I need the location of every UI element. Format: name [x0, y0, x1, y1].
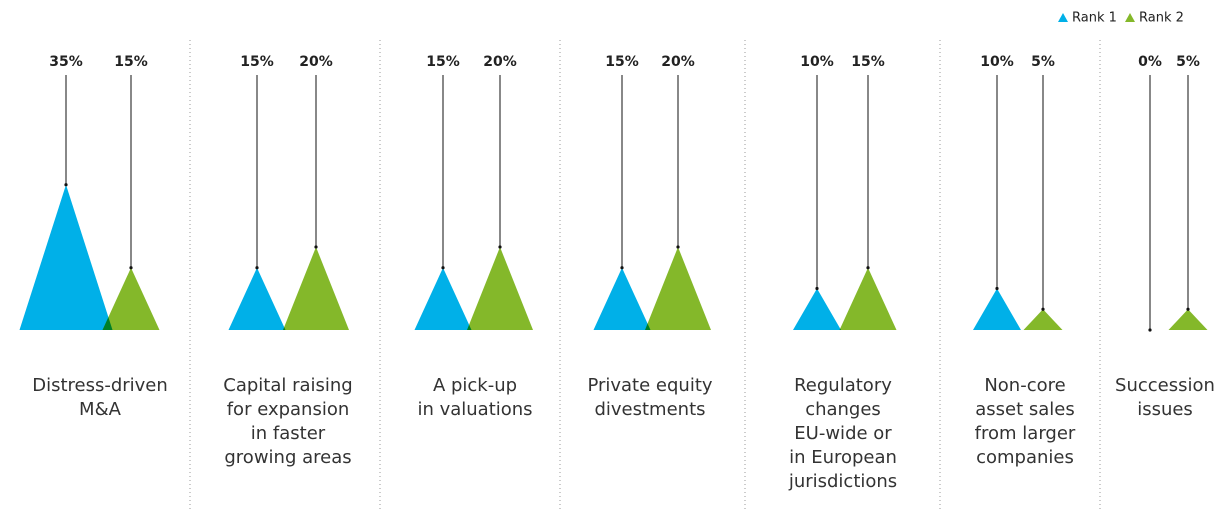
triangle: [839, 267, 897, 330]
category-label: EU-wide or: [794, 423, 892, 444]
apex-dot: [64, 183, 68, 187]
value-label: 10%: [980, 54, 1014, 70]
value-label: 20%: [483, 54, 517, 70]
triangle: [467, 247, 533, 330]
category-label: in faster: [251, 423, 326, 444]
value-label: 35%: [49, 54, 83, 70]
category-label: Regulatory: [794, 375, 892, 396]
legend-swatch: [1058, 13, 1068, 22]
category-label: A pick-up: [433, 375, 517, 396]
triangle: [414, 267, 472, 330]
legend-swatch: [1125, 13, 1135, 22]
apex-dot: [498, 245, 502, 249]
category-label: changes: [805, 399, 881, 420]
category-label: Distress-driven: [32, 375, 168, 396]
category-label: Non-core: [984, 375, 1065, 396]
apex-dot: [1186, 307, 1190, 311]
apex-dot: [441, 266, 445, 270]
category-label: companies: [976, 447, 1074, 468]
category-label: asset sales: [975, 399, 1075, 420]
category-label: M&A: [79, 399, 122, 420]
apex-dot: [129, 266, 133, 270]
value-label: 15%: [114, 54, 148, 70]
value-label: 15%: [240, 54, 274, 70]
value-label: 5%: [1031, 54, 1055, 70]
triangle: [228, 267, 286, 330]
category-label: Private equity: [587, 375, 712, 396]
triangle: [593, 267, 651, 330]
triangle: [102, 267, 160, 330]
value-label: 20%: [299, 54, 333, 70]
triangle: [645, 247, 711, 330]
apex-dot: [995, 286, 999, 291]
value-label: 20%: [661, 54, 695, 70]
apex-dot: [815, 286, 819, 291]
category-label: issues: [1137, 399, 1193, 420]
category-label: Succession: [1115, 375, 1215, 396]
value-label: 0%: [1138, 54, 1162, 70]
apex-dot: [620, 266, 624, 270]
category-label: in valuations: [417, 399, 532, 420]
apex-dot: [866, 266, 870, 270]
triangle: [1023, 309, 1063, 330]
triangle: [793, 288, 841, 330]
apex-dot: [255, 266, 259, 270]
triangle: [283, 247, 349, 330]
category-label: Capital raising: [223, 375, 352, 396]
triangle: [1168, 309, 1208, 330]
category-label: growing areas: [224, 447, 351, 468]
legend-label: Rank 2: [1139, 11, 1184, 26]
value-label: 15%: [426, 54, 460, 70]
apex-dot: [1041, 307, 1045, 311]
triangle: [973, 288, 1021, 330]
apex-dot: [1148, 328, 1152, 332]
legend-label: Rank 1: [1072, 11, 1117, 26]
value-label: 15%: [605, 54, 639, 70]
separators: [189, 40, 1101, 512]
category-label: from larger: [975, 423, 1076, 444]
category-label: for expansion: [227, 399, 350, 420]
apex-dot: [676, 245, 680, 249]
triangle: [19, 184, 113, 330]
apex-dot: [314, 245, 318, 249]
category-label: divestments: [594, 399, 705, 420]
value-label: 10%: [800, 54, 834, 70]
category-label: jurisdictions: [788, 471, 897, 492]
value-label: 15%: [851, 54, 885, 70]
category-label: in European: [789, 447, 897, 468]
value-label: 5%: [1176, 54, 1200, 70]
